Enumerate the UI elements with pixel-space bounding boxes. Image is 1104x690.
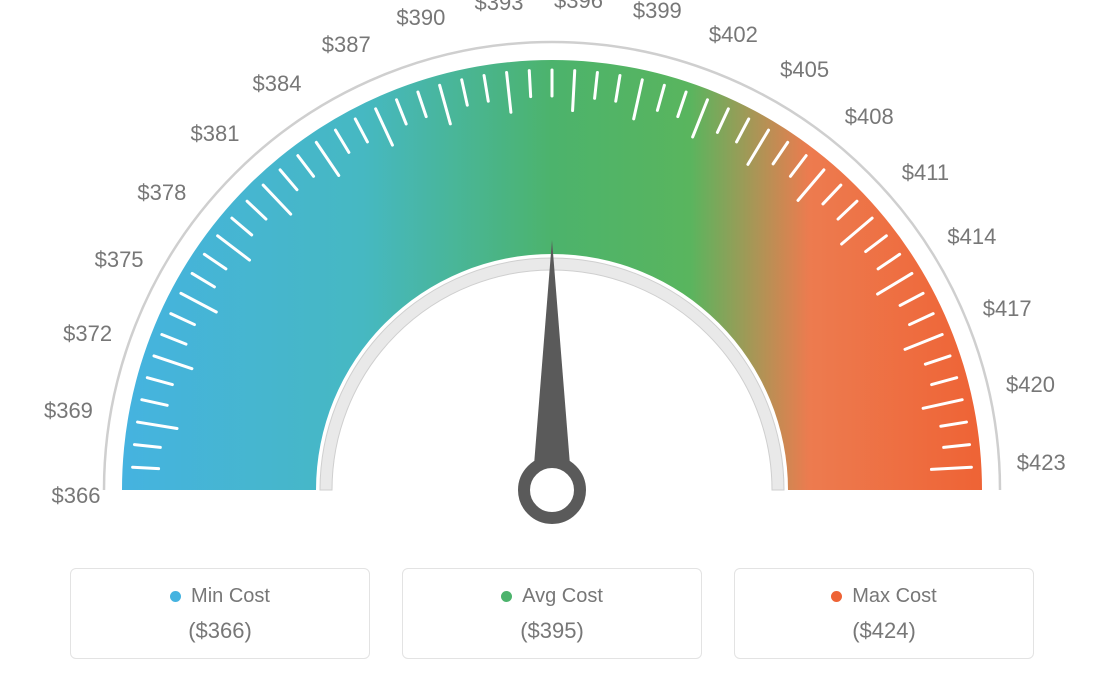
gauge-tick-label: $375 — [95, 247, 144, 273]
gauge-tick-label: $399 — [633, 0, 682, 24]
gauge-tick-label: $390 — [396, 5, 445, 31]
legend-value-min: ($366) — [71, 618, 369, 644]
gauge-tick-label: $387 — [322, 32, 371, 58]
gauge-tick-label: $393 — [475, 0, 524, 16]
gauge-tick-label: $405 — [780, 57, 829, 83]
gauge-tick-label: $369 — [44, 398, 93, 424]
legend-label-max: Max Cost — [852, 585, 936, 608]
legend-row: Min Cost ($366) Avg Cost ($395) Max Cost… — [0, 560, 1104, 659]
gauge-tick-label: $417 — [983, 296, 1032, 322]
gauge-tick-label: $411 — [902, 160, 949, 186]
legend-label-avg: Avg Cost — [522, 585, 603, 608]
gauge-tick-label: $366 — [52, 483, 101, 509]
legend-dot-min — [170, 591, 181, 602]
legend-dot-max — [831, 591, 842, 602]
gauge-tick-label: $402 — [709, 22, 758, 48]
legend-value-max: ($424) — [735, 618, 1033, 644]
gauge-tick-label: $381 — [191, 121, 240, 147]
gauge-tick-label: $423 — [1017, 450, 1066, 476]
gauge-tick-label: $408 — [845, 104, 894, 130]
gauge-svg — [0, 0, 1104, 560]
legend-label-min: Min Cost — [191, 585, 270, 608]
gauge-tick-label: $378 — [137, 180, 186, 206]
gauge-tick-label: $372 — [63, 321, 112, 347]
legend-card-min: Min Cost ($366) — [70, 568, 370, 659]
gauge-tick-label: $420 — [1006, 372, 1055, 398]
legend-card-avg: Avg Cost ($395) — [402, 568, 702, 659]
gauge-tick-label: $384 — [253, 71, 302, 97]
gauge-tick-label: $396 — [554, 0, 603, 14]
gauge-tick-label: $414 — [947, 224, 996, 250]
legend-value-avg: ($395) — [403, 618, 701, 644]
legend-card-max: Max Cost ($424) — [734, 568, 1034, 659]
legend-dot-avg — [501, 591, 512, 602]
gauge-chart: $366 $369 $372 $375 $378 $381 $384 $387 $390 $393… — [0, 0, 1104, 560]
